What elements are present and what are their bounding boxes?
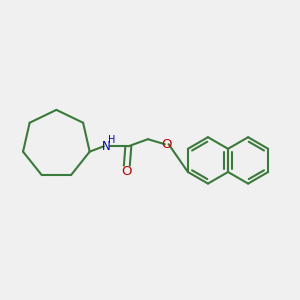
Text: H: H	[107, 135, 115, 145]
Text: N: N	[102, 140, 110, 153]
Text: O: O	[161, 138, 172, 151]
Text: O: O	[122, 165, 132, 178]
